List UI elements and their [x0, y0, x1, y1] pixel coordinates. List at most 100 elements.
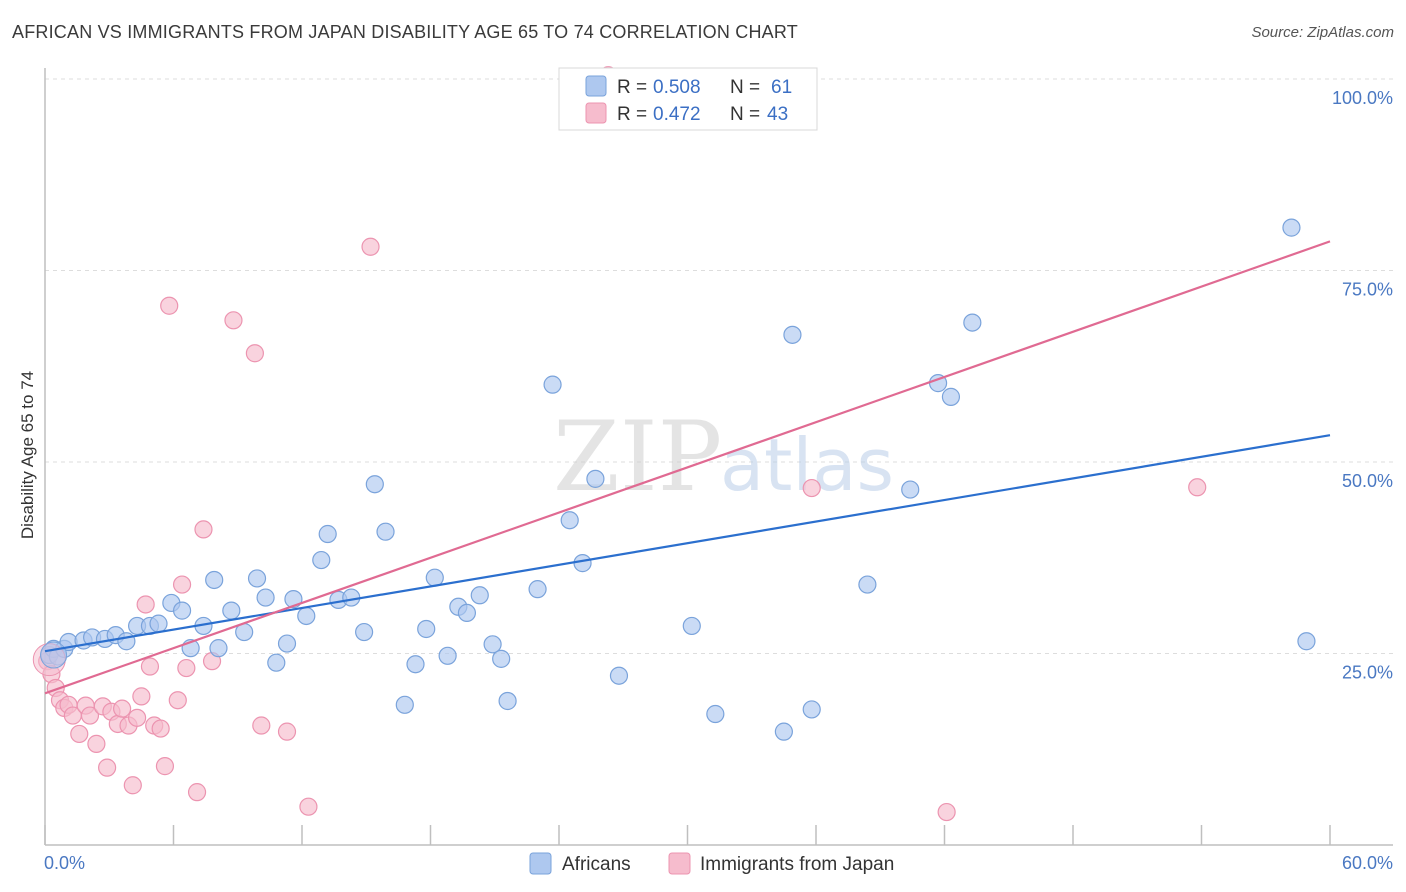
japan-point [299, 797, 318, 816]
africans-point [395, 695, 414, 714]
africans-point [901, 480, 920, 499]
trend-lines [44, 240, 1331, 695]
africans-point [376, 522, 395, 541]
africans-point [438, 646, 457, 665]
japan-point [224, 311, 243, 330]
japan-point [151, 719, 170, 738]
africans-point [406, 655, 425, 674]
x-tick-label-min: 0.0% [44, 853, 85, 873]
africans-point [858, 575, 877, 594]
japan-point [194, 520, 213, 539]
japan-point [98, 758, 117, 777]
africans-point [149, 614, 168, 633]
x-tick-label-max: 60.0% [1342, 853, 1393, 873]
y-tick-label-25: 25.0% [1342, 663, 1393, 683]
africans-point [40, 641, 68, 669]
africans-point [492, 649, 511, 668]
africans-point [560, 511, 579, 530]
japan-point [937, 802, 956, 822]
y-tick-label-100: 100.0% [1332, 88, 1393, 108]
series-legend-swatch-africans [529, 852, 552, 875]
japan-point [187, 783, 207, 802]
africans-point [277, 634, 297, 653]
japan-point [177, 658, 196, 678]
africans-point [470, 586, 489, 605]
legend-n-label-1: N = [730, 77, 760, 98]
y-tick-labels: 25.0% 50.0% 75.0% 100.0% [1332, 88, 1393, 683]
japan-point [132, 687, 151, 706]
japan-point [1188, 478, 1207, 497]
africans-point [543, 375, 562, 394]
africans-point [209, 639, 228, 658]
africans-point [247, 569, 267, 588]
watermark: ZIP atlas [553, 401, 894, 513]
africans-point [498, 691, 517, 711]
y-axis-label: Disability Age 65 to 74 [18, 371, 37, 539]
africans-trend-line [44, 434, 1331, 653]
japan-point [802, 478, 821, 498]
legend-n-value-2: 43 [767, 104, 788, 125]
japan-trend-line [44, 240, 1331, 695]
japan-point [140, 657, 160, 676]
africans-point [205, 570, 224, 590]
africans-point [802, 700, 821, 719]
africans-point [342, 588, 361, 607]
y-tick-label-75: 75.0% [1342, 280, 1393, 300]
japan-point [277, 722, 297, 741]
africans-point [774, 722, 793, 741]
africans-point [1297, 632, 1316, 651]
axes [44, 68, 1393, 846]
japan-point [155, 757, 175, 776]
japan-point [112, 699, 132, 718]
africans-point [297, 606, 316, 626]
africans-point [783, 325, 802, 344]
africans-point [318, 524, 337, 544]
japan-point [70, 724, 89, 744]
legend-r-label-2: R = [617, 104, 647, 125]
africans-point [256, 588, 275, 607]
japan-point [245, 344, 264, 363]
data-points [32, 66, 1316, 822]
africans-point [222, 601, 241, 620]
africans-point [586, 469, 605, 488]
legend-swatch-japan [585, 102, 607, 124]
japan-point [160, 296, 179, 315]
africans-point [941, 387, 961, 406]
africans-point [355, 622, 374, 642]
africans-point [682, 616, 701, 636]
japan-point [172, 575, 192, 594]
legend-n-label-2: N = [730, 104, 760, 125]
japan-point [168, 691, 187, 710]
africans-point [365, 475, 384, 494]
africans-point [483, 635, 502, 654]
legend-n-value-1: 61 [771, 77, 792, 98]
japan-point [127, 708, 147, 727]
series-legend-swatch-japan [668, 852, 691, 875]
africans-point [172, 601, 192, 620]
watermark-zip: ZIP [553, 401, 722, 513]
africans-point [528, 580, 547, 599]
series-legend-label-japan: Immigrants from Japan [700, 854, 894, 875]
africans-point [267, 653, 286, 672]
chart-title: AFRICAN VS IMMIGRANTS FROM JAPAN DISABIL… [12, 22, 798, 42]
africans-point [963, 313, 982, 332]
series-legend: Africans Immigrants from Japan [529, 852, 894, 875]
africans-point [417, 619, 436, 639]
africans-point [609, 666, 629, 685]
legend-r-label-1: R = [617, 77, 647, 98]
y-tick-label-50: 50.0% [1342, 471, 1393, 491]
japan-point [87, 734, 106, 753]
japan-point [123, 776, 142, 795]
grid-lines [45, 78, 1393, 654]
legend-r-value-2: 0.472 [653, 104, 701, 125]
africans-point [573, 554, 592, 573]
africans-point [1282, 218, 1301, 237]
legend-swatch-africans [585, 75, 607, 97]
japan-point [361, 237, 380, 256]
japan-point [136, 595, 155, 614]
africans-point [706, 704, 725, 724]
africans-point [457, 603, 477, 623]
africans-point [312, 550, 331, 570]
japan-point [252, 716, 271, 735]
